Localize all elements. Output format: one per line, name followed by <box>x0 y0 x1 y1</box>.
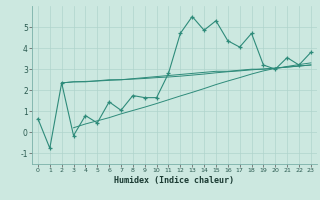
X-axis label: Humidex (Indice chaleur): Humidex (Indice chaleur) <box>115 176 234 185</box>
